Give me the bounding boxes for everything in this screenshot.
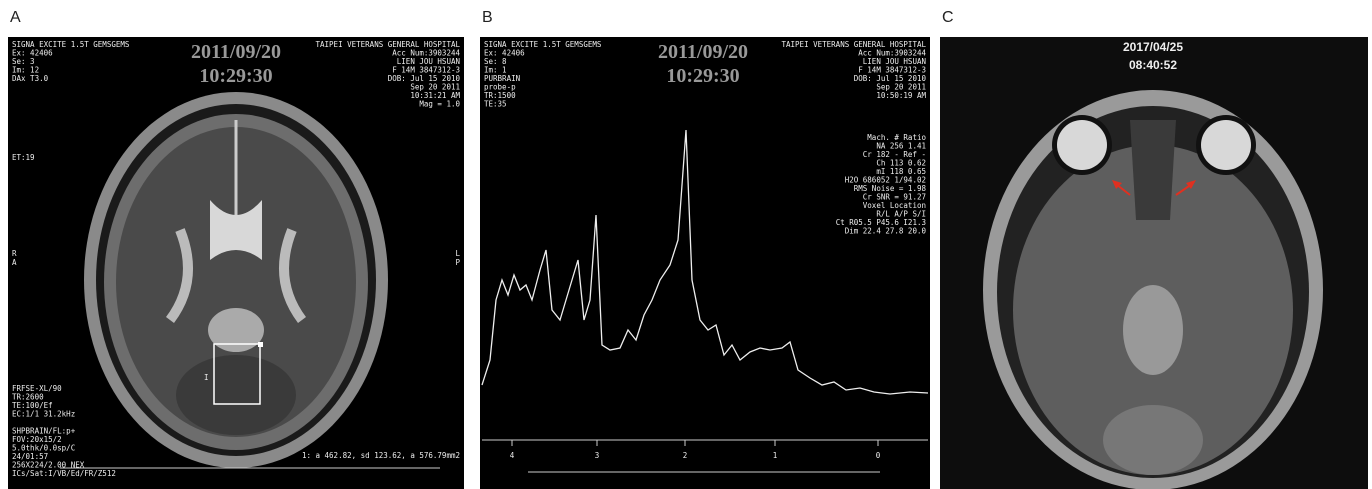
overlay-text: TE:35 [484,100,507,109]
overlay-text: ICs/Sat:I/VB/Ed/FR/Z512 [12,469,116,478]
orientation-label: P [455,258,460,267]
ppm-tick-label: 3 [595,451,600,460]
ppm-tick-label: 0 [876,451,881,460]
roi-marker: I [204,373,209,382]
ppm-tick-label: 4 [510,451,515,460]
overlay-text: DAx T3.0 [12,74,49,83]
scan-time: 10:29:30 [666,65,739,87]
ppm-tick-label: 2 [683,451,688,460]
scan-date: 2017/04/25 [1123,40,1183,54]
orientation-label: A [12,258,17,267]
overlay-text: 10:50:19 AM [876,91,926,100]
panel-label: B [482,9,493,26]
orientation-label: L [455,249,460,258]
panel-label: C [942,9,954,26]
scan-time: 10:29:30 [199,65,272,87]
metabolite-result: Dim 22.4 27.8 20.0 [845,227,927,236]
brain-c [983,90,1323,489]
scan-date: 2011/09/20 [191,41,281,63]
figure: ABC2011/09/2010:29:30SIGNA EXCITE 1.5T G… [0,0,1372,489]
panel-label: A [10,9,21,26]
scan-time: 08:40:52 [1129,58,1177,72]
ppm-tick-label: 1 [773,451,778,460]
overlay-text: ET:19 [12,153,35,162]
roi-stats: 1: a 462.82, sd 123.62, a 576.79mm2 [302,451,460,460]
orientation-label: R [12,249,17,258]
scan-date: 2011/09/20 [658,41,748,63]
overlay-text: EC:1/1 31.2kHz [12,410,75,419]
overlay-text: Mag = 1.0 [419,100,460,109]
